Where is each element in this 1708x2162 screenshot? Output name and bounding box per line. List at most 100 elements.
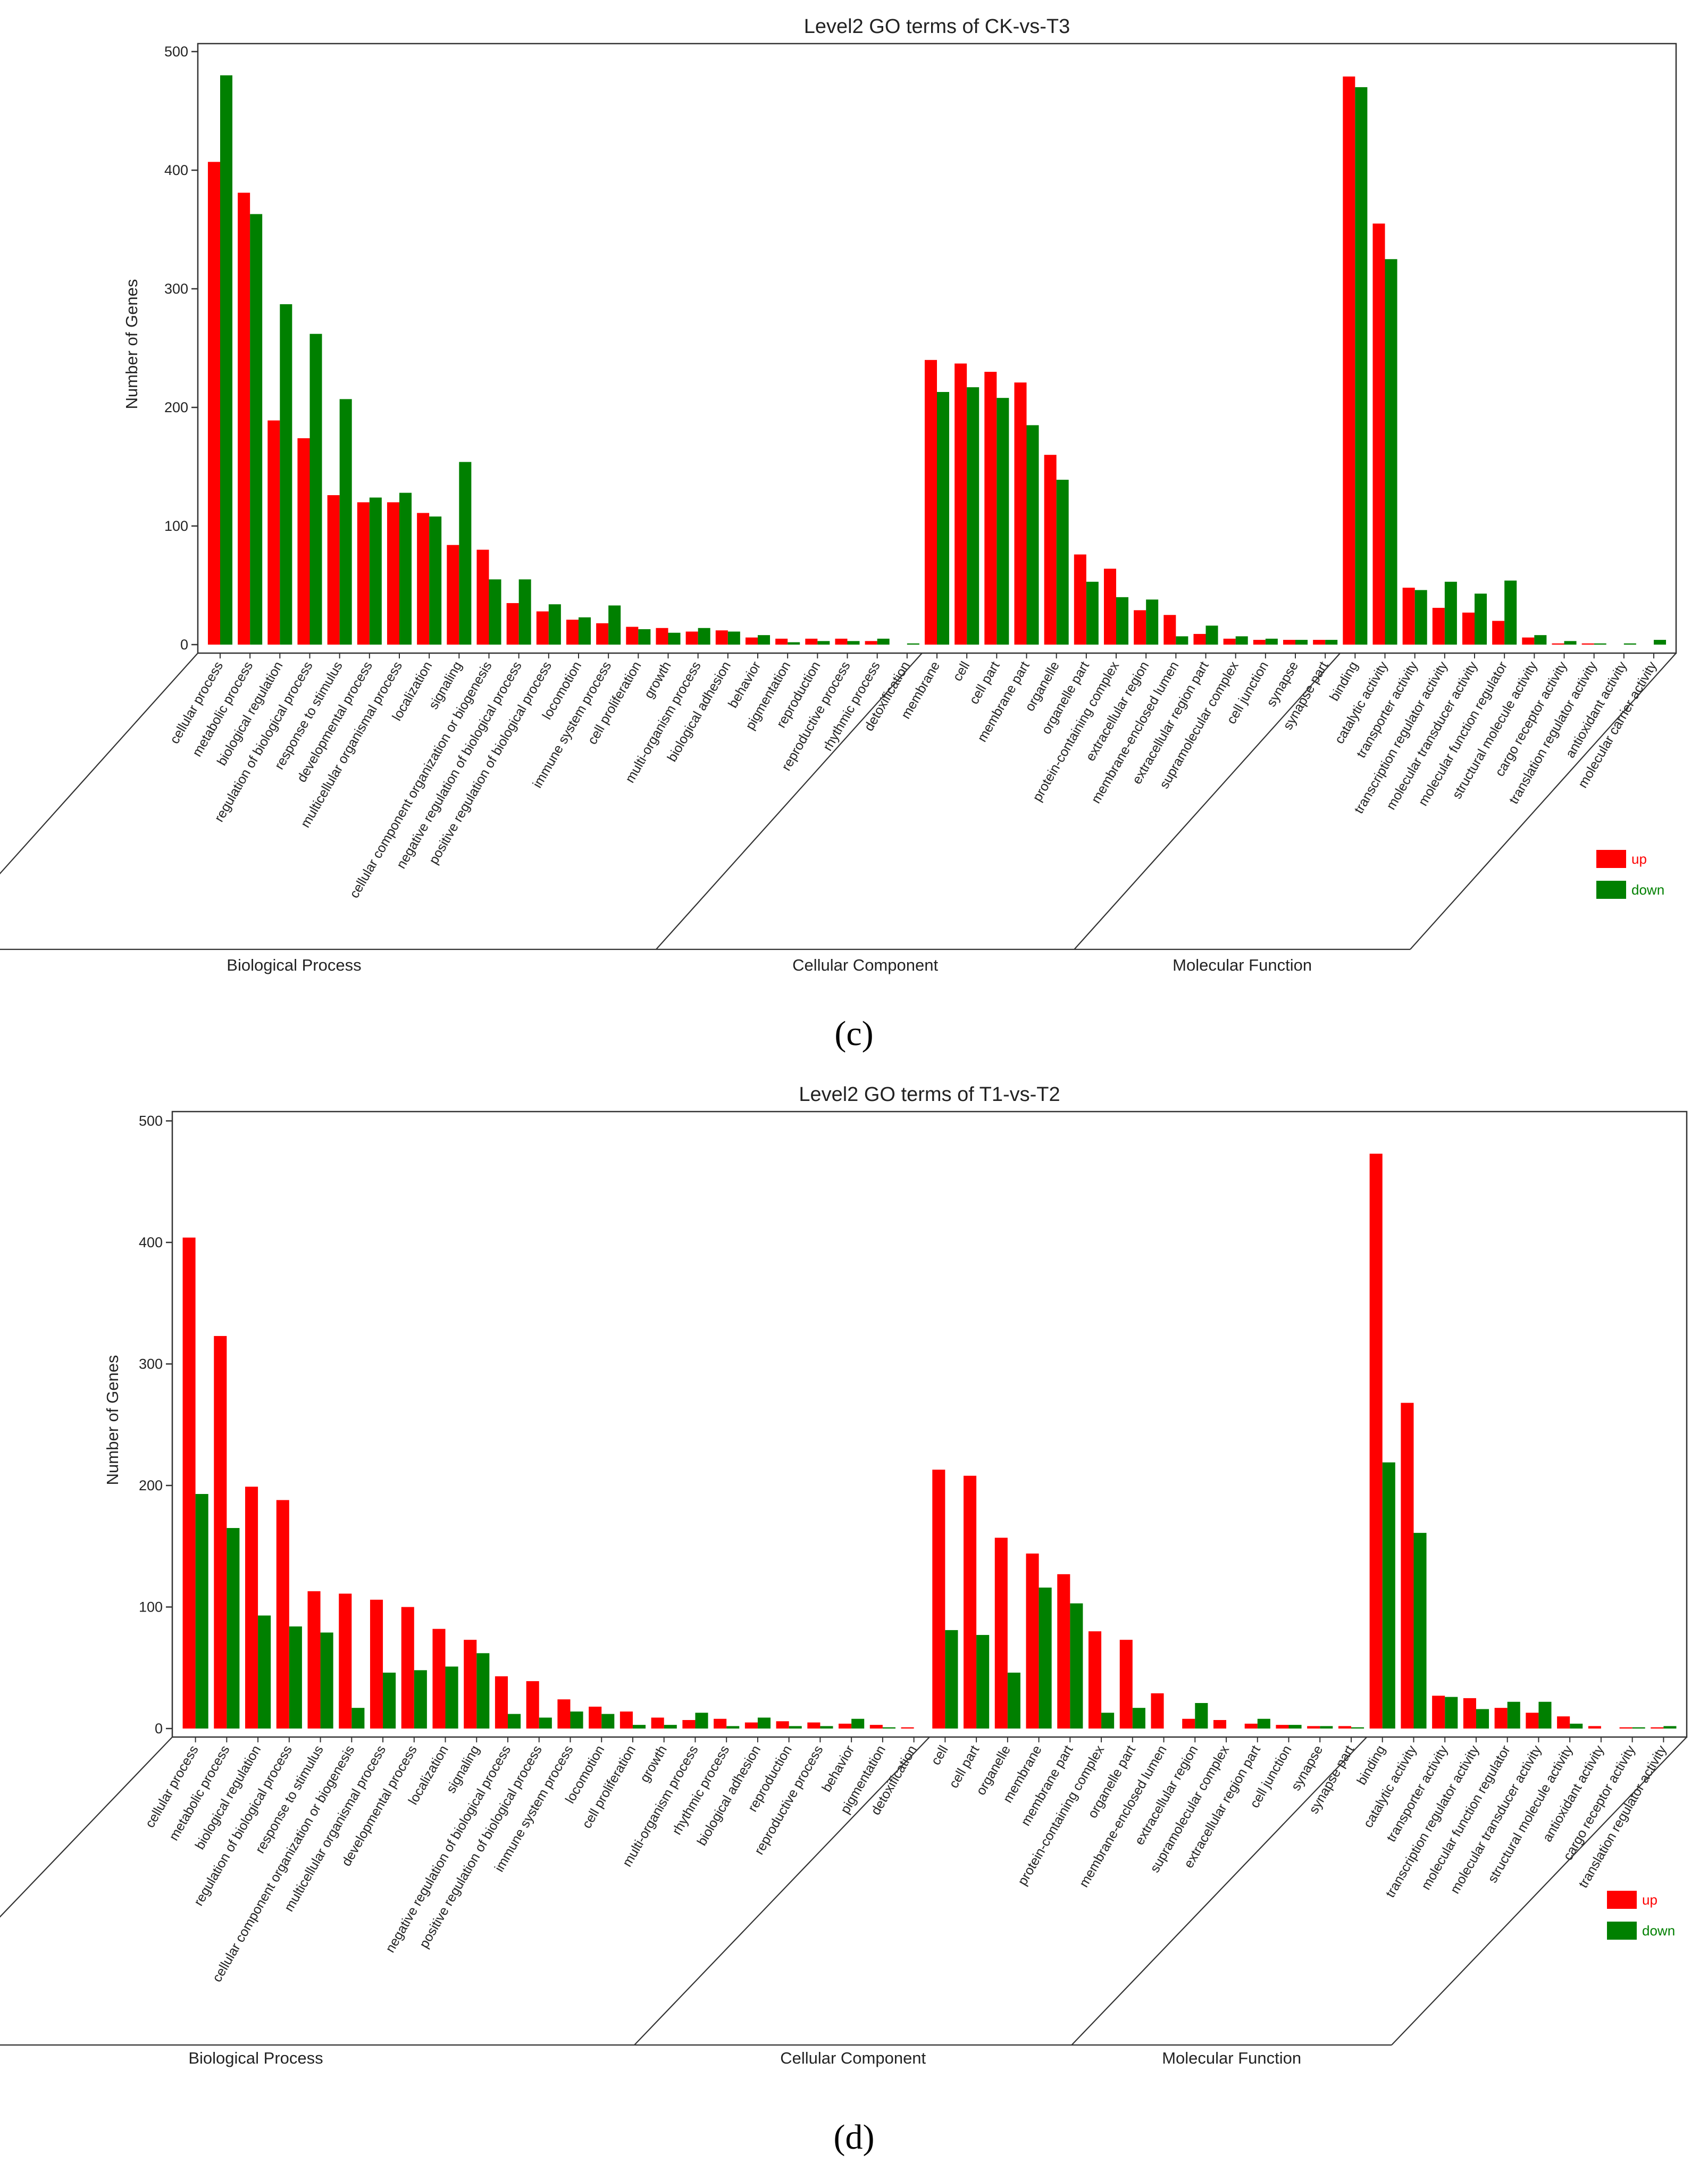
bar-up — [417, 513, 430, 645]
group-label: Biological Process — [227, 956, 361, 974]
group-label: Molecular Function — [1173, 956, 1312, 974]
bar-up — [1432, 607, 1445, 645]
bar-up — [182, 1237, 196, 1729]
bar-down — [369, 497, 382, 645]
bar-down — [1026, 425, 1039, 645]
bar-up — [807, 1722, 820, 1729]
bar-up — [1057, 1574, 1070, 1729]
bar-up — [955, 363, 967, 645]
bar-up — [1276, 1725, 1289, 1729]
bar-up — [1522, 637, 1535, 645]
bar-down — [757, 1717, 771, 1729]
bar-up — [238, 193, 250, 645]
bar-up — [1401, 1403, 1414, 1729]
y-tick-label: 0 — [180, 637, 188, 653]
bar-down — [788, 642, 800, 645]
bar-down — [789, 1726, 802, 1729]
y-tick-label: 400 — [139, 1234, 163, 1250]
chart-panel-1: (d) Level2 GO terms of T1-vs-T2 0 100 200 300… — [0, 1083, 1688, 2157]
bar-up — [1369, 1154, 1383, 1729]
bar-up — [1338, 1726, 1351, 1729]
legend-swatch-down — [1607, 1922, 1637, 1940]
bar-up — [1014, 382, 1027, 645]
bar-down — [1265, 638, 1278, 645]
bar-down — [1444, 581, 1457, 645]
bar-up — [1044, 455, 1057, 645]
bar-up — [1283, 640, 1296, 645]
band-edge — [1071, 1737, 1368, 2046]
bar-down — [877, 638, 890, 645]
bar-down — [882, 1727, 895, 1729]
bars — [207, 75, 1667, 645]
bar-down — [1663, 1726, 1677, 1729]
bar-down — [351, 1708, 365, 1729]
y-axis: 0 100 200 300 400 500 — [164, 44, 198, 653]
bar-up — [464, 1640, 477, 1729]
group-label: Cellular Component — [780, 2049, 926, 2067]
group-bands: Biological Process Cellular Component Mole… — [0, 653, 1677, 974]
bar-up — [865, 641, 877, 645]
bar-down — [1007, 1672, 1020, 1729]
panel-label: (c) — [834, 1014, 873, 1053]
bar-up — [214, 1335, 227, 1729]
bar-down — [1475, 594, 1487, 645]
bar-up — [932, 1470, 945, 1729]
bar-down — [1132, 1708, 1145, 1729]
bar-down — [1320, 1726, 1333, 1729]
bar-up — [536, 611, 549, 645]
bar-up — [1402, 587, 1415, 645]
bar-up — [387, 502, 399, 645]
legend-swatch-up — [1596, 850, 1626, 868]
bar-up — [805, 638, 818, 645]
bar-down — [1039, 1587, 1052, 1729]
bar-down — [309, 333, 322, 645]
bar-down — [414, 1670, 427, 1729]
bar-down — [195, 1493, 208, 1729]
bar-down — [578, 617, 591, 645]
bar-up — [307, 1591, 321, 1729]
bar-down — [608, 605, 621, 645]
bar-down — [339, 399, 352, 645]
bar-down — [757, 635, 771, 645]
bar-up — [619, 1712, 633, 1729]
category-label: cell — [950, 659, 973, 683]
bar-up — [370, 1599, 383, 1729]
bar-down — [1355, 87, 1368, 645]
group-label: Biological Process — [188, 2049, 323, 2067]
y-axis-label: Number of Genes — [122, 279, 141, 410]
bar-up — [1163, 615, 1176, 645]
bar-down — [1176, 636, 1188, 645]
group-bands: Biological Process Cellular Component Mole… — [0, 1737, 1687, 2067]
bar-down — [1564, 641, 1577, 645]
bar-down — [1538, 1701, 1552, 1729]
panel-label: (d) — [834, 2118, 875, 2157]
bar-up — [1119, 1640, 1133, 1729]
bar-up — [327, 495, 340, 645]
legend: up down — [1596, 850, 1664, 899]
y-tick-label: 500 — [164, 44, 188, 60]
bar-up — [596, 623, 609, 645]
legend-label-down: down — [1642, 1923, 1675, 1939]
bar-up — [1313, 640, 1326, 645]
bar-up — [1088, 1631, 1102, 1729]
bar-up — [984, 372, 997, 645]
bar-up — [1343, 76, 1355, 645]
bar-up — [1494, 1708, 1508, 1729]
bar-up — [1182, 1718, 1195, 1729]
legend-swatch-down — [1596, 881, 1626, 899]
legend-label-down: down — [1631, 882, 1664, 898]
bar-down — [1414, 590, 1427, 645]
bar-down — [1570, 1723, 1583, 1729]
bar-down — [967, 387, 979, 645]
bar-up — [476, 549, 489, 645]
bar-down — [937, 392, 950, 645]
chart-title: Level2 GO terms of T1-vs-T2 — [799, 1083, 1060, 1106]
bar-up — [1223, 638, 1236, 645]
bar-up — [267, 420, 280, 645]
bar-up — [839, 1723, 852, 1729]
y-tick-label: 300 — [164, 281, 188, 297]
category-label: growth — [641, 659, 674, 701]
bar-down — [1086, 581, 1099, 645]
bar-down — [1534, 635, 1547, 645]
bar-down — [851, 1718, 865, 1729]
